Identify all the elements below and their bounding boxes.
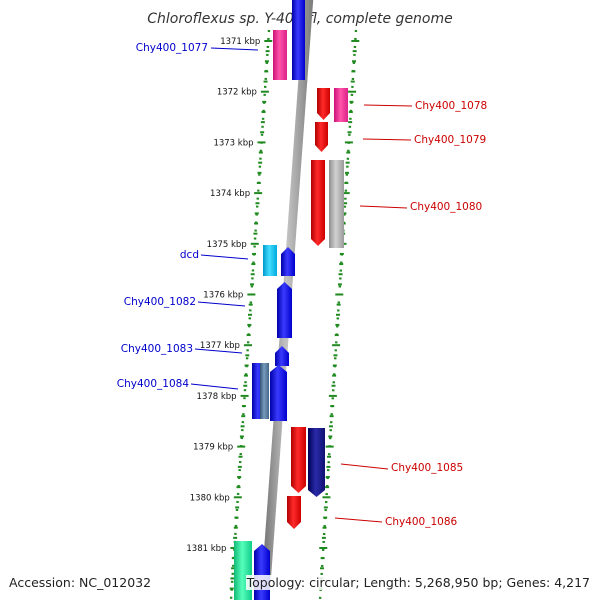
gene-label-leader bbox=[340, 463, 389, 470]
gene-blue-dcd-b[interactable] bbox=[281, 247, 295, 276]
topology-text: Topology: circular; Length: 5,268,950 bp… bbox=[245, 575, 591, 590]
gene-labels: Chy400_1077 Chy400_1078 Chy400_1079 Chy400_… bbox=[117, 42, 487, 528]
gene-label-leader bbox=[359, 205, 408, 209]
gene-chy400-1083[interactable] bbox=[275, 346, 289, 366]
gene-label-chy400-1082[interactable]: Chy400_1082 bbox=[124, 296, 196, 308]
gene-chy400-1085[interactable] bbox=[308, 428, 325, 497]
gene-chy400-1079[interactable] bbox=[315, 122, 328, 152]
kbp-tick-label: 1374 kbp bbox=[210, 189, 250, 199]
gene-chy400-1078[interactable] bbox=[334, 88, 348, 122]
gene-chy400-1077[interactable] bbox=[273, 30, 287, 80]
kbp-tick-label: 1377 kbp bbox=[200, 341, 240, 351]
gene-label-leader bbox=[363, 104, 413, 107]
gene-chy400-1080[interactable] bbox=[329, 160, 344, 248]
gene-dcd[interactable] bbox=[263, 245, 277, 276]
gene-red-1085a[interactable] bbox=[291, 427, 306, 493]
kbp-tick-label: 1380 kbp bbox=[190, 493, 230, 503]
kbp-tick-label: 1381 kbp bbox=[186, 544, 226, 554]
gene-label-chy400-1079[interactable]: Chy400_1079 bbox=[414, 134, 486, 146]
gene-label-chy400-1086[interactable]: Chy400_1086 bbox=[385, 516, 458, 528]
gene-label-leader bbox=[190, 383, 239, 390]
kbp-tick-label: 1378 kbp bbox=[197, 392, 237, 402]
gene-label-leader bbox=[362, 138, 412, 141]
gene-label-chy400-1083[interactable]: Chy400_1083 bbox=[121, 343, 193, 355]
kbp-tick-label: 1379 kbp bbox=[193, 443, 233, 453]
gene-red-1078a[interactable] bbox=[317, 88, 330, 120]
gene-blue-1084b[interactable] bbox=[270, 365, 287, 421]
gene-label-leader bbox=[210, 47, 259, 51]
gene-label-leader bbox=[194, 348, 243, 354]
gene-label-chy400-1078[interactable]: Chy400_1078 bbox=[415, 100, 487, 112]
kbp-tick-label: 1375 kbp bbox=[207, 240, 247, 250]
gene-blue-top[interactable] bbox=[292, 0, 305, 80]
gene-teal-bottom[interactable] bbox=[234, 541, 252, 600]
accession-text: Accession: NC_012032 bbox=[8, 575, 153, 590]
gene-label-chy400-1084[interactable]: Chy400_1084 bbox=[117, 378, 190, 390]
gene-red-1080a[interactable] bbox=[311, 160, 325, 246]
ruler-ticks: 1371 kbp 1372 kbp 1373 kbp 1374 kbp 1375 kbp… bbox=[186, 37, 360, 590]
kbp-tick-label: 1372 kbp bbox=[217, 88, 257, 98]
gene-label-chy400-1085[interactable]: Chy400_1085 bbox=[391, 462, 463, 474]
gene-label-leader bbox=[200, 254, 249, 260]
kbp-tick-label: 1373 kbp bbox=[213, 138, 253, 148]
gene-chy400-1086[interactable] bbox=[287, 496, 301, 529]
gene-label-chy400-1080[interactable]: Chy400_1080 bbox=[410, 201, 482, 213]
kbp-tick-label: 1376 kbp bbox=[203, 291, 243, 301]
kbp-tick-label: 1371 kbp bbox=[220, 37, 260, 47]
gene-label-chy400-1077[interactable]: Chy400_1077 bbox=[136, 42, 208, 54]
gene-label-leader bbox=[334, 517, 383, 523]
gene-blue-bottom[interactable] bbox=[254, 544, 270, 600]
gene-chy400-1084[interactable] bbox=[260, 363, 269, 419]
gene-chy400-1082[interactable] bbox=[277, 282, 292, 338]
gene-label-leader bbox=[197, 301, 246, 307]
gene-label-dcd[interactable]: dcd bbox=[180, 249, 199, 261]
gene-track bbox=[234, 0, 348, 600]
